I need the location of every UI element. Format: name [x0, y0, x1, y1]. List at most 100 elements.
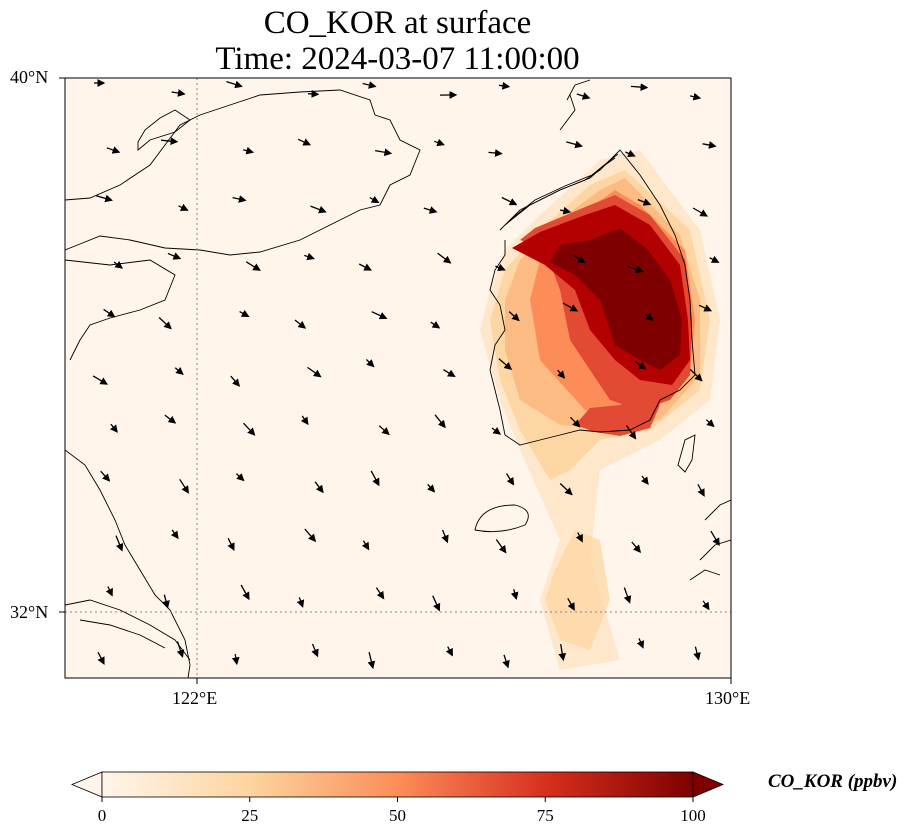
- wind-arrow: [508, 311, 520, 322]
- wind-arrow: [362, 81, 377, 89]
- wind-arrow: [557, 369, 566, 379]
- wind-arrow: [105, 586, 113, 597]
- wind-arrow: [304, 252, 315, 261]
- colorbar-gradient: [101, 771, 694, 798]
- wind-arrow: [375, 587, 385, 600]
- wind-arrow: [445, 646, 453, 657]
- wind-arrow: [692, 207, 709, 217]
- plot-title-line1: CO_KOR at surface: [263, 5, 532, 41]
- colorbar-tick-label: 50: [389, 806, 406, 825]
- wind-arrow: [434, 414, 446, 429]
- wind-arrow: [567, 597, 575, 611]
- wind-arrow: [636, 638, 644, 649]
- wind-arrow: [640, 475, 649, 486]
- wind-arrow: [701, 600, 710, 611]
- wind-arrow: [179, 478, 190, 494]
- wind-arrow: [162, 594, 170, 609]
- wind-arrow: [310, 205, 327, 214]
- wind-arrow: [243, 146, 255, 155]
- wind-arrow: [232, 195, 247, 203]
- wind-arrow: [576, 92, 591, 100]
- wind-arrow: [558, 643, 567, 662]
- wind-arrow: [170, 529, 179, 540]
- wind-arrow: [570, 416, 581, 428]
- wind-arrow: [167, 252, 182, 260]
- wind-arrow: [307, 90, 320, 98]
- wind-arrow: [491, 426, 502, 435]
- wind-arrow: [239, 309, 250, 318]
- colorbar: [70, 771, 725, 802]
- wind-arrow: [709, 255, 720, 263]
- wind-arrow: [698, 304, 713, 312]
- wind-arrow: [158, 317, 172, 330]
- wind-arrow: [311, 643, 319, 658]
- wind-arrow: [378, 425, 390, 436]
- wind-arrow: [498, 358, 513, 371]
- wind-arrow: [227, 537, 235, 551]
- colorbar-extend-high: [692, 771, 725, 798]
- wind-arrow: [294, 319, 307, 329]
- lon-tick-130e: 130°E: [705, 688, 751, 708]
- wind-arrow: [103, 308, 116, 318]
- wind-arrow: [171, 89, 186, 97]
- wind-arrow: [634, 360, 647, 370]
- colorbar-label: CO_KOR (ppbv): [768, 771, 898, 792]
- wind-vectors: [92, 79, 720, 670]
- wind-arrow: [559, 483, 573, 496]
- wind-arrow: [573, 254, 586, 264]
- wind-arrow: [637, 198, 652, 206]
- wind-arrow: [106, 146, 121, 154]
- wind-arrow: [307, 366, 322, 378]
- wind-arrow: [702, 141, 717, 149]
- wind-arrow: [100, 470, 111, 482]
- wind-arrow: [96, 194, 113, 203]
- wind-arrow: [235, 473, 245, 482]
- colorbar-tick-label: 100: [680, 806, 706, 825]
- wind-arrow: [625, 149, 636, 157]
- axis-tick-marks: [59, 77, 732, 684]
- wind-arrow: [501, 196, 518, 206]
- wind-arrow: [226, 80, 243, 89]
- wind-arrow: [245, 261, 261, 271]
- lat-tick-40n: 40°N: [10, 67, 49, 87]
- wind-arrow: [710, 530, 720, 547]
- wind-arrow: [164, 414, 177, 424]
- wind-arrow: [231, 653, 240, 666]
- lon-tick-122e: 122°E: [172, 688, 218, 708]
- gridlines: [65, 78, 731, 678]
- wind-arrow: [358, 263, 372, 271]
- colorbar-tick-label: 25: [241, 806, 259, 825]
- wind-arrow: [97, 651, 105, 665]
- wind-arrow: [502, 654, 510, 669]
- wind-arrow: [314, 481, 324, 494]
- wind-arrow: [705, 419, 715, 428]
- wind-arrow: [625, 425, 637, 440]
- wind-arrow: [627, 265, 644, 274]
- wind-arrow: [437, 252, 452, 264]
- wind-arrow: [369, 195, 380, 204]
- wind-arrow: [430, 320, 441, 329]
- wind-arrow: [505, 473, 515, 486]
- wind-arrow: [689, 92, 702, 101]
- wind-arrow: [441, 529, 449, 544]
- wind-arrow: [575, 532, 583, 543]
- wind-arrow: [178, 203, 189, 211]
- wind-arrow: [434, 138, 445, 147]
- wind-arrow: [296, 597, 305, 608]
- wind-arrow: [488, 149, 503, 157]
- coastlines: [65, 79, 731, 678]
- wind-arrow: [115, 535, 124, 552]
- wind-arrow: [495, 263, 506, 272]
- wind-arrow: [432, 595, 441, 612]
- wind-arrow: [300, 415, 309, 426]
- wind-arrow: [304, 528, 317, 543]
- wind-arrow: [644, 313, 654, 321]
- co-concentration-field: [480, 150, 720, 670]
- wind-arrow: [423, 206, 438, 214]
- colorbar-tick-label: 0: [97, 806, 107, 825]
- wind-arrow: [160, 137, 179, 146]
- wind-arrow: [510, 589, 519, 601]
- wind-arrow: [92, 375, 109, 385]
- wind-arrow: [367, 652, 376, 670]
